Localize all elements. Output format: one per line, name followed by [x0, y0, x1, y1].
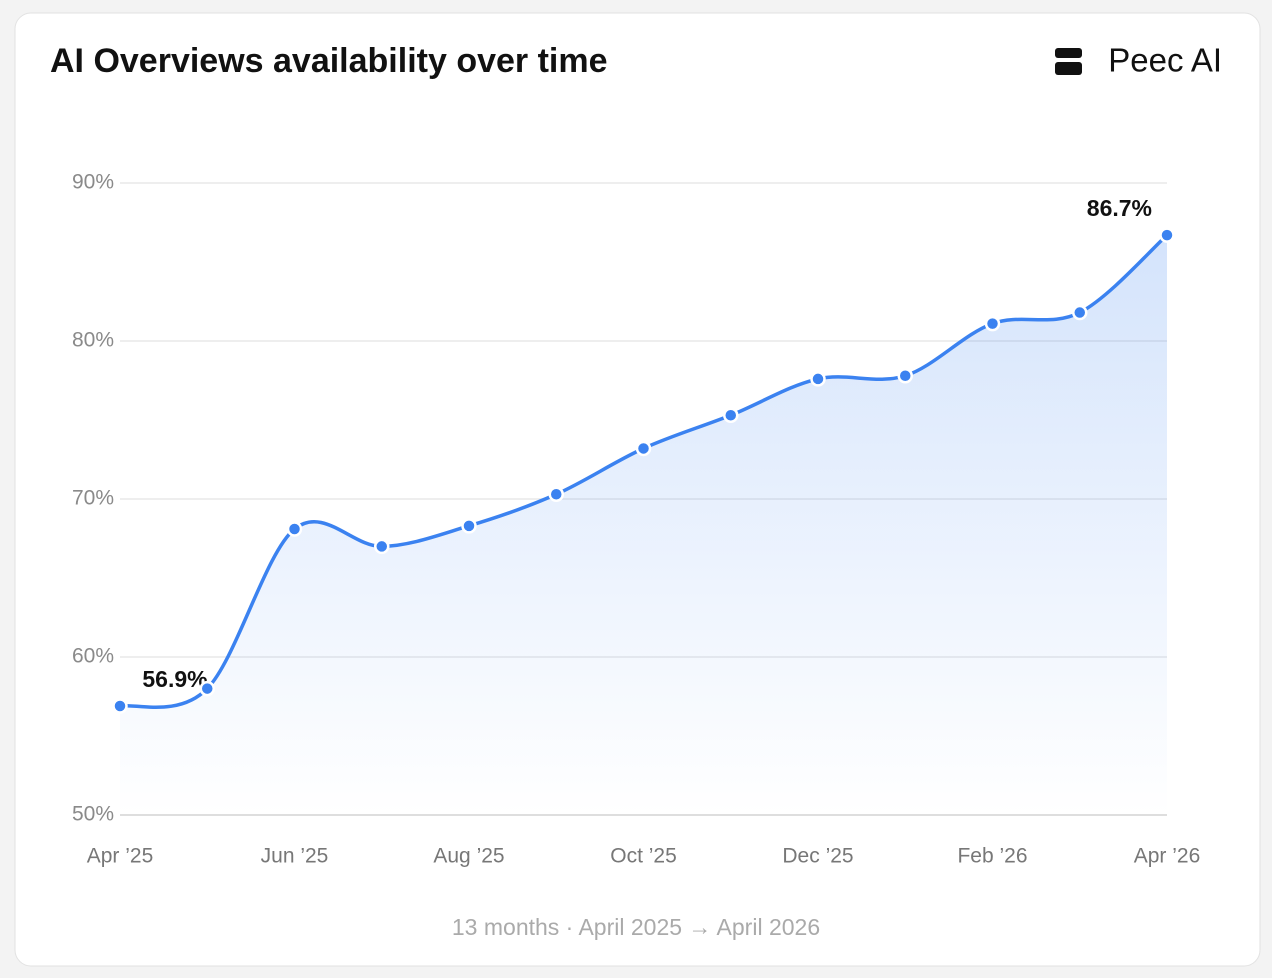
point [374, 538, 390, 555]
x-tick-label: Aug ’25 [433, 845, 504, 868]
x-tick-label: Apr ’25 [87, 845, 154, 868]
point [635, 440, 652, 457]
point [810, 371, 826, 387]
value-label: 86.7% [1087, 195, 1152, 221]
point [461, 518, 477, 534]
y-tick-label: 70% [72, 487, 114, 510]
y-tick-label: 80% [72, 329, 114, 352]
y-tick-label: 50% [72, 803, 114, 826]
value-label: 56.9% [142, 666, 207, 692]
x-tick-label: Jun ’25 [261, 845, 329, 868]
x-tick-label: Feb ’26 [957, 845, 1027, 868]
point [199, 680, 215, 697]
point [548, 486, 564, 503]
point [286, 521, 303, 537]
brand-name: Peec AI [1108, 42, 1222, 79]
point [1159, 227, 1175, 243]
point [897, 368, 913, 384]
point [984, 315, 1001, 332]
point [1072, 304, 1088, 321]
chart-title: AI Overviews availability over time [50, 42, 608, 80]
point [723, 407, 739, 424]
point [112, 698, 128, 714]
y-tick-label: 90% [72, 171, 114, 194]
brand-logo [1055, 48, 1082, 75]
footnote: 13 months · April 2025 → April 2026 [452, 914, 820, 940]
x-tick-label: Apr ’26 [1134, 845, 1201, 868]
y-tick-label: 60% [72, 645, 114, 668]
x-tick-label: Oct ’25 [610, 845, 677, 868]
x-tick-label: Dec ’25 [782, 845, 853, 868]
